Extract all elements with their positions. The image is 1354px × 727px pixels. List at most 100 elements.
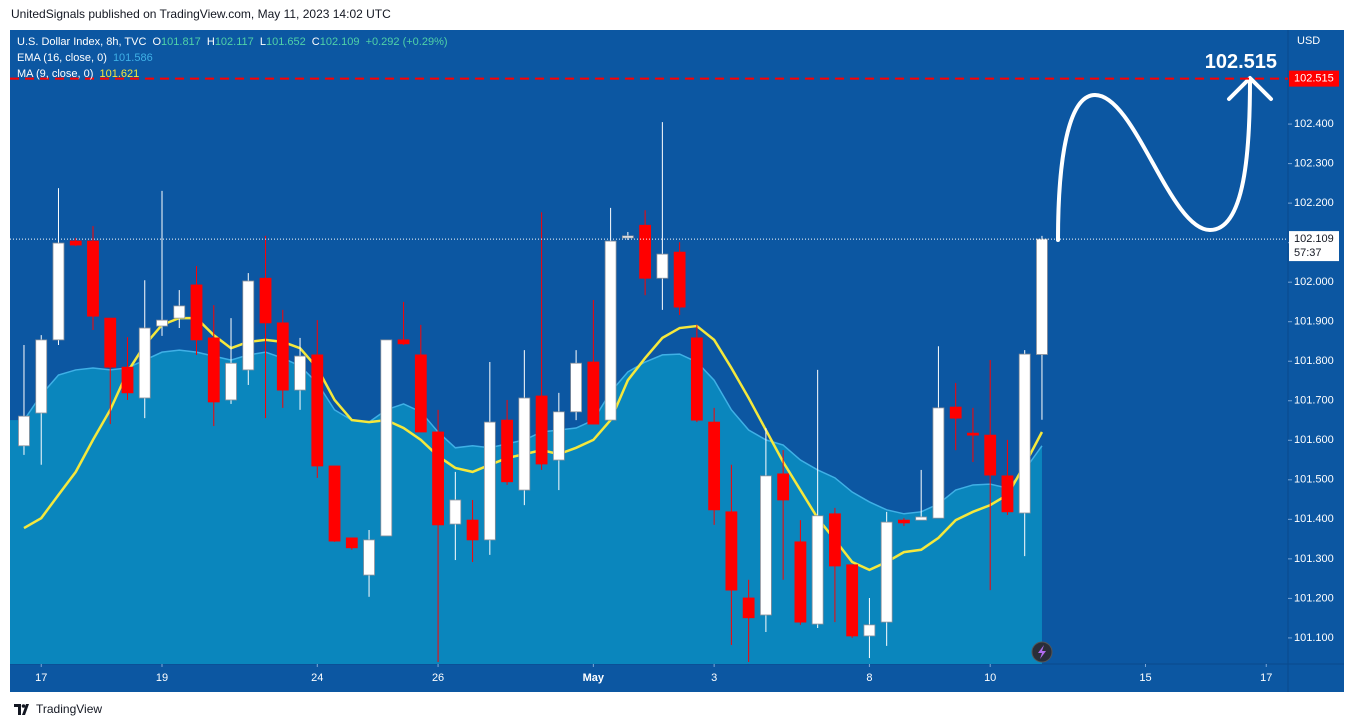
projection-arrow <box>1056 78 1252 242</box>
candle-body <box>1036 238 1048 355</box>
ma-name: MA (9, close, 0) <box>17 68 94 80</box>
candle-body <box>759 475 772 616</box>
candle-body <box>777 473 790 501</box>
candle-body <box>363 539 375 576</box>
y-tick-label: 102.200 <box>1294 197 1334 209</box>
candle-body <box>984 434 997 476</box>
legend-ma: MA (9, close, 0) 101.621 <box>17 66 451 82</box>
open-value: 101.817 <box>161 36 201 48</box>
close-value: 102.109 <box>319 36 360 48</box>
candle-body <box>104 317 117 368</box>
candle-body <box>846 564 859 637</box>
x-tick-label: 10 <box>984 672 996 684</box>
candle-body <box>690 337 703 421</box>
candle-body <box>121 366 134 394</box>
x-tick-label: 26 <box>432 672 444 684</box>
x-tick-label: 8 <box>866 672 872 684</box>
candle-body <box>87 240 99 317</box>
candle-body <box>156 319 168 327</box>
footer: TradingView <box>14 702 102 716</box>
y-tick-label: 102.300 <box>1294 158 1334 170</box>
candle-body <box>397 339 410 345</box>
candle-body <box>259 277 272 324</box>
candle-body <box>242 280 255 371</box>
candle-body <box>207 337 220 403</box>
low-value: 101.652 <box>265 36 306 48</box>
y-tick-label: 101.100 <box>1294 632 1334 644</box>
brand-logo <box>14 703 29 715</box>
y-tick-label: 102.400 <box>1294 118 1334 130</box>
candle-body <box>69 240 82 246</box>
countdown-label: 57:37 <box>1294 247 1322 259</box>
x-tick-label: 24 <box>311 672 323 684</box>
ma-value: 101.621 <box>99 68 140 80</box>
candle-body <box>1018 353 1031 514</box>
candle-body <box>552 411 565 461</box>
legend-title: U.S. Dollar Index, 8h, TVC <box>17 36 147 48</box>
candle-body <box>621 235 634 239</box>
candle-body <box>311 354 324 467</box>
candle-body <box>863 624 876 637</box>
plot-area <box>10 122 1048 664</box>
candle-body <box>52 242 65 341</box>
candle-body <box>587 361 600 425</box>
ohlc-letter: O <box>152 36 162 48</box>
ema-area <box>10 350 1042 664</box>
candle-body <box>294 355 306 391</box>
ohlc-letter: L <box>259 36 266 48</box>
x-tick-label: 17 <box>1260 672 1272 684</box>
y-tick-label: 101.200 <box>1294 592 1334 604</box>
change-value: +0.292 (+0.29%) <box>365 36 448 48</box>
x-tick-label: May <box>583 672 605 684</box>
ohlc-letter: C <box>311 36 320 48</box>
candle-body <box>18 415 30 447</box>
candle-body <box>535 395 548 465</box>
y-tick-label: 101.800 <box>1294 355 1334 367</box>
x-tick-label: 3 <box>711 672 717 684</box>
candle-body <box>449 499 462 525</box>
candle-body <box>604 240 617 421</box>
candle-body <box>190 284 203 341</box>
candle-body <box>380 339 393 537</box>
brand-name: TradingView <box>36 702 103 716</box>
candle-body <box>880 521 893 623</box>
candle-body <box>742 597 755 619</box>
target-annotation: 102.515 <box>1205 51 1277 73</box>
candle-body <box>414 354 427 433</box>
candle-body <box>656 253 669 279</box>
candle-body <box>673 251 686 308</box>
candle-body <box>276 322 289 391</box>
candle-body <box>570 362 583 413</box>
arrow-head <box>1227 76 1273 101</box>
candle-body <box>967 432 979 436</box>
candle-body <box>725 511 738 591</box>
y-tick-label: 101.400 <box>1294 513 1334 525</box>
candle-body <box>898 519 910 524</box>
candle-body <box>173 305 186 319</box>
x-tick-label: 15 <box>1139 672 1151 684</box>
high-value: 102.117 <box>214 36 254 48</box>
target-tag-label: 102.515 <box>1294 73 1334 85</box>
candle-body <box>466 519 479 541</box>
legend-ema: EMA (16, close, 0) 101.586 <box>17 50 451 66</box>
candle-body <box>225 362 237 401</box>
x-tick-label: 17 <box>35 672 47 684</box>
target-tag <box>1289 70 1339 87</box>
candle-body <box>501 419 513 483</box>
ema-value: 101.586 <box>112 52 153 64</box>
y-tick-label: 102.000 <box>1294 276 1334 288</box>
candle-body <box>138 327 151 399</box>
y-tick-label: 101.300 <box>1294 553 1334 565</box>
legend: U.S. Dollar Index, 8h, TVC O101.817 H102… <box>17 34 451 82</box>
currency-label: USD <box>1297 35 1320 47</box>
legend-main: U.S. Dollar Index, 8h, TVC O101.817 H102… <box>17 34 451 50</box>
candle-body <box>949 406 962 419</box>
x-tick-label: 19 <box>156 672 168 684</box>
ohlc-letter: H <box>206 36 215 48</box>
candle-body <box>811 515 824 625</box>
candle-body <box>483 421 496 541</box>
alert-bolt <box>1038 645 1046 659</box>
candle-body <box>708 421 721 511</box>
last-price-tag <box>1289 231 1339 262</box>
